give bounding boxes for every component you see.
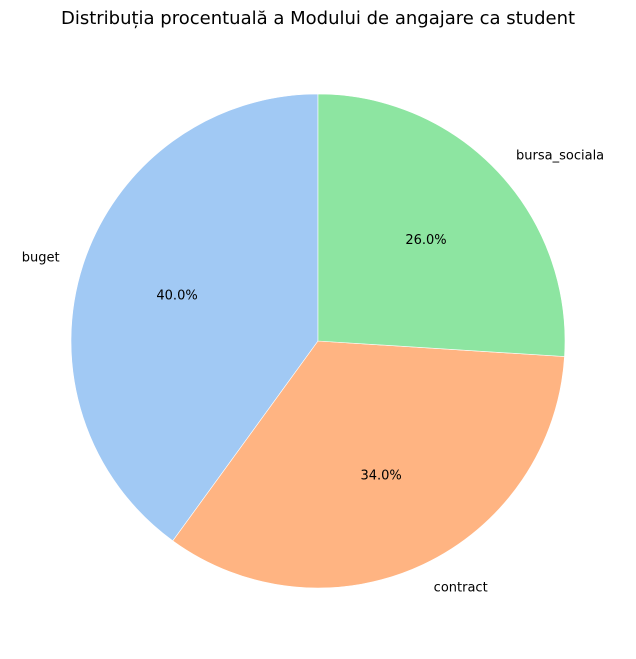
pie-labels: buget 40.0% contract 34.0% bursa_sociala 26.0… bbox=[22, 149, 604, 596]
pie-slice-bursa-sociala bbox=[317, 93, 566, 357]
percent-label-bursa-sociala: 26.0% bbox=[405, 233, 446, 248]
pie-slices bbox=[70, 93, 566, 589]
slice-label-buget: buget bbox=[22, 251, 60, 266]
pie-slice-buget bbox=[70, 93, 319, 542]
slice-label-contract: contract bbox=[434, 580, 488, 595]
slice-label-bursa-sociala: bursa_sociala bbox=[516, 149, 604, 164]
percent-label-contract: 34.0% bbox=[360, 469, 401, 484]
pie-slice-contract bbox=[172, 340, 565, 589]
percent-label-buget: 40.0% bbox=[156, 289, 197, 304]
chart-title: Distribuția procentuală a Modului de ang… bbox=[61, 8, 575, 29]
